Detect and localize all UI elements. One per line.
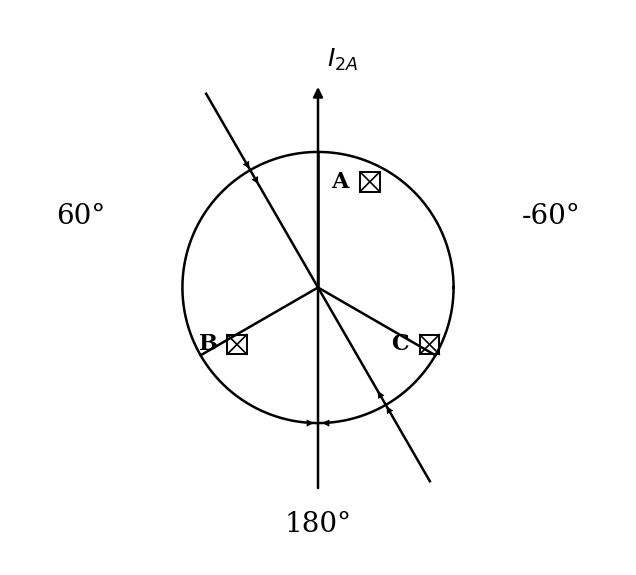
Text: 60°: 60° — [56, 204, 106, 231]
Text: C: C — [391, 334, 409, 355]
Text: $I_{2A}$: $I_{2A}$ — [328, 47, 359, 73]
Text: 180°: 180° — [284, 511, 352, 538]
Text: B: B — [198, 334, 218, 355]
Text: -60°: -60° — [522, 204, 581, 231]
Text: A: A — [331, 171, 349, 193]
